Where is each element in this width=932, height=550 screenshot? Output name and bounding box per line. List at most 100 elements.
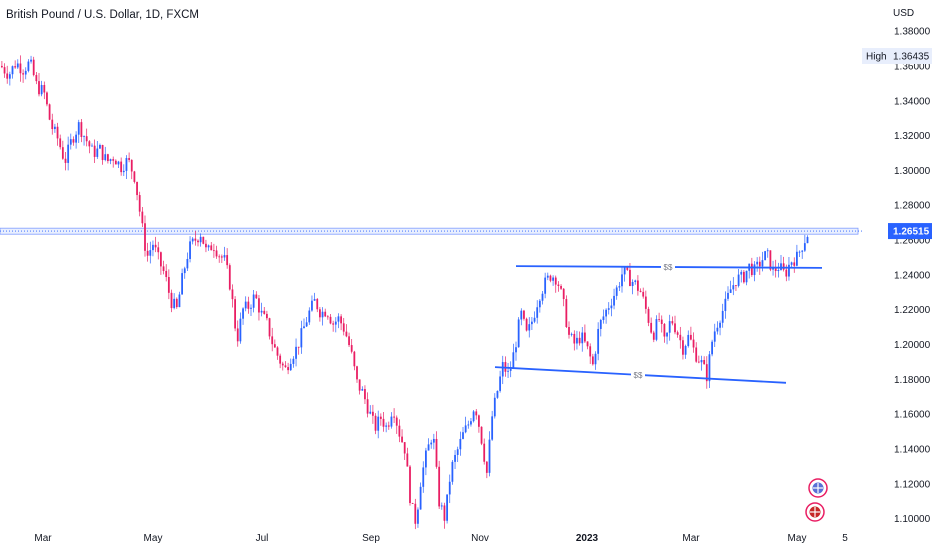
candle-body <box>46 92 48 105</box>
candle-body <box>284 365 287 368</box>
candle-body <box>43 85 46 93</box>
high-tag-label: High <box>866 52 887 63</box>
candle-body <box>382 418 385 427</box>
candle-body <box>496 390 499 398</box>
candle-body <box>30 59 32 62</box>
candle-body <box>615 287 618 296</box>
candle-body <box>236 328 239 342</box>
candle-body <box>629 269 631 287</box>
candle-body <box>557 284 560 286</box>
candle-body <box>697 361 700 363</box>
candle-body <box>430 442 433 445</box>
candle-body <box>157 247 160 253</box>
candle-body <box>128 158 130 160</box>
candle-body <box>790 262 793 265</box>
candle-body <box>721 310 724 323</box>
high-tag-bg <box>862 48 890 64</box>
candle-body <box>695 347 698 362</box>
candle-body <box>260 310 263 313</box>
candle-body <box>242 308 244 319</box>
candle-body <box>69 139 72 145</box>
y-tick-label: 1.16000 <box>894 410 931 421</box>
candle-body <box>652 332 655 340</box>
y-tick-label: 1.14000 <box>894 444 931 455</box>
candle-body <box>520 310 523 320</box>
last-price-tag-bg <box>888 223 932 240</box>
candle-body <box>61 147 64 159</box>
candle-body <box>295 346 297 359</box>
candle-body <box>690 334 692 340</box>
high-value-bg <box>890 48 932 64</box>
candle-body <box>660 319 663 324</box>
candle-body <box>724 298 727 311</box>
candle-body <box>475 411 478 416</box>
candle-body <box>234 299 236 329</box>
candle-body <box>210 245 213 251</box>
candle-body <box>417 509 419 524</box>
candle-body <box>334 321 337 325</box>
candle-body <box>613 295 615 306</box>
candle-body <box>181 273 183 295</box>
candle-body <box>342 323 345 332</box>
candle-body <box>178 294 181 308</box>
candle-body <box>167 277 170 293</box>
candle-body <box>467 424 470 426</box>
candle-body <box>369 411 372 414</box>
candle-body <box>623 267 626 275</box>
candle-body <box>281 363 284 366</box>
candle-body <box>361 389 364 391</box>
candle-body <box>478 415 480 427</box>
candle-body <box>531 321 533 325</box>
candle-body <box>289 363 292 371</box>
candle-body <box>22 73 24 75</box>
candle-body <box>96 148 99 157</box>
candle-body <box>472 411 475 422</box>
candle-body <box>562 288 565 300</box>
candle-body <box>377 416 380 431</box>
candle-body <box>644 296 647 309</box>
candle-body <box>708 354 711 382</box>
y-tick-label: 1.38000 <box>894 27 931 38</box>
candle-body <box>226 255 229 266</box>
candle-body <box>183 268 186 274</box>
price-axis[interactable]: USD 1.38000 1.36000 1.34000 1.32000 1.30000 1.… <box>893 8 931 525</box>
candle-body <box>666 332 668 337</box>
candle-body <box>610 305 613 309</box>
candle-body <box>93 145 96 157</box>
candle-body <box>692 339 695 348</box>
candle-body <box>607 308 610 310</box>
candle-body <box>448 481 451 495</box>
candle-body <box>297 346 300 348</box>
candle-body <box>160 252 162 267</box>
event-icons[interactable] <box>805 478 828 522</box>
candle-body <box>589 346 592 357</box>
candle-body <box>671 321 674 324</box>
candle-body <box>737 274 740 286</box>
candle-body <box>279 355 282 364</box>
high-value: 1.36435 <box>893 52 930 63</box>
candle-body <box>199 236 202 243</box>
candle-body <box>276 347 279 356</box>
candle-body <box>700 360 703 363</box>
candle-body <box>594 353 597 365</box>
candle-body <box>639 290 642 292</box>
candle-body <box>120 161 123 173</box>
y-tick-label: 1.12000 <box>894 479 931 490</box>
candle-body <box>740 271 743 275</box>
candle-body <box>393 416 395 418</box>
candle-body <box>345 331 348 337</box>
x-tick-label: Nov <box>471 533 489 544</box>
candle-body <box>348 336 350 346</box>
candle-body <box>454 454 456 462</box>
candle-body <box>149 250 152 256</box>
candle-body <box>16 63 19 68</box>
candle-body <box>189 241 191 259</box>
x-tick-label: May <box>788 533 807 544</box>
time-axis[interactable]: Mar May Jul Sep Nov 2023 Mar May 5 <box>34 533 848 544</box>
candle-body <box>263 310 266 314</box>
candle-body <box>650 322 653 333</box>
candle-body <box>777 269 780 272</box>
candle-body <box>663 323 666 337</box>
candle-body <box>764 251 766 261</box>
